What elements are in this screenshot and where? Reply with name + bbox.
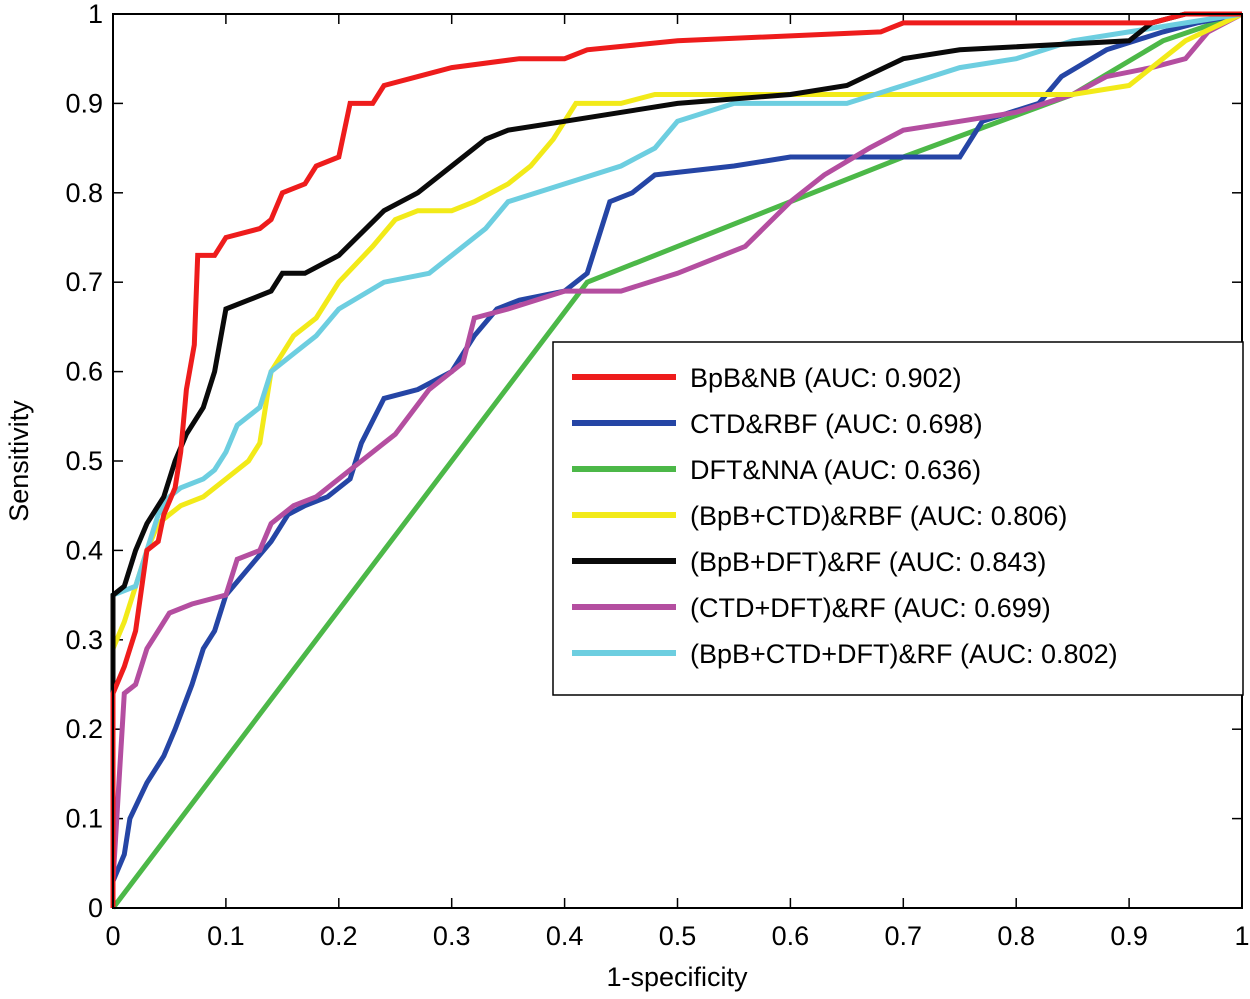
legend-entry: DFT&NNA (AUC: 0.636) — [690, 455, 981, 485]
x-tick-label: 0.8 — [997, 921, 1035, 951]
y-tick-label: 0.7 — [65, 267, 103, 297]
y-tick-label: 0.9 — [65, 88, 103, 118]
legend-entry: (BpB+CTD+DFT)&RF (AUC: 0.802) — [690, 639, 1118, 669]
x-tick-label: 0.9 — [1110, 921, 1148, 951]
y-tick-label: 0.3 — [65, 625, 103, 655]
x-tick-label: 1 — [1234, 921, 1249, 951]
x-tick-label: 0.3 — [433, 921, 471, 951]
legend: BpB&NB (AUC: 0.902) CTD&RBF (AUC: 0.698) D… — [552, 341, 1244, 696]
y-tick-label: 0.2 — [65, 714, 103, 744]
y-tick-label: 0.4 — [65, 535, 103, 565]
legend-entry: (BpB+CTD)&RBF (AUC: 0.806) — [690, 501, 1067, 531]
y-tick-label: 1 — [88, 0, 103, 29]
x-tick-label: 0 — [105, 921, 120, 951]
x-tick-label: 0.2 — [320, 921, 358, 951]
series-line — [110, 11, 1242, 908]
y-tick-label: 0.6 — [65, 357, 103, 387]
y-tick-label: 0.1 — [65, 804, 103, 834]
legend-entry: (BpB+DFT)&RF (AUC: 0.843) — [690, 547, 1046, 577]
series-lines — [110, 11, 1244, 910]
x-tick-label: 0.4 — [546, 921, 584, 951]
y-tick-label: 0.5 — [65, 446, 103, 476]
series-line — [110, 11, 1242, 908]
legend-entry: (CTD+DFT)&RF (AUC: 0.699) — [690, 593, 1051, 623]
legend-box — [552, 341, 1244, 696]
x-tick-label: 0.5 — [659, 921, 697, 951]
series-line — [110, 11, 1244, 908]
tick-labels: 0 0.1 0.2 0.3 0.4 0.5 0.6 0.7 0.8 0.9 1 0 0.1 0.2 0.3 0… — [65, 0, 1249, 951]
x-tick-label: 0.6 — [772, 921, 810, 951]
x-tick-label: 0.1 — [207, 921, 245, 951]
y-tick-label: 0 — [88, 893, 103, 923]
y-tick-label: 0.8 — [65, 178, 103, 208]
series-line — [110, 11, 1243, 908]
series-line — [111, 11, 1243, 910]
y-axis-label: Sensitivity — [4, 400, 34, 522]
legend-entry: BpB&NB (AUC: 0.902) — [690, 363, 962, 393]
x-axis-label: 1-specificity — [606, 962, 748, 992]
x-tick-label: 0.7 — [885, 921, 923, 951]
legend-entry: CTD&RBF (AUC: 0.698) — [690, 409, 983, 439]
